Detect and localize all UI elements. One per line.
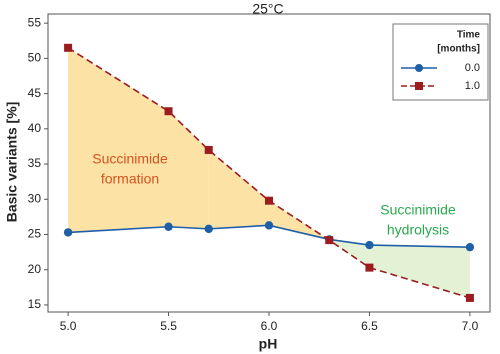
legend-item: 0.0: [401, 62, 480, 74]
y-tick-label: 25: [28, 227, 42, 241]
x-axis-label: pH: [259, 336, 278, 352]
y-tick-label: 20: [28, 262, 42, 276]
y-tick-label: 55: [28, 15, 42, 29]
fill-region: [269, 200, 328, 240]
point: [365, 240, 374, 250]
chart-title: 25°C: [252, 1, 283, 17]
point: [264, 221, 274, 230]
y-axis-label: Basic variants [%]: [4, 102, 20, 223]
x-tick-label: 6.0: [261, 319, 278, 333]
point: [465, 293, 474, 302]
legend-box: [392, 23, 489, 101]
point: [204, 145, 213, 154]
fill-region: [168, 111, 209, 229]
fill-region: [208, 149, 269, 229]
fill-region: [68, 47, 169, 233]
x-tick-label: 5.5: [160, 319, 177, 333]
y-tick-label: 30: [28, 191, 42, 205]
fill-region: [369, 245, 470, 298]
y-tick-label: 40: [28, 121, 42, 135]
x-tick-label: 6.5: [361, 319, 378, 333]
legend-marker: [415, 82, 423, 90]
y-tick-label: 50: [28, 51, 42, 65]
point: [365, 263, 374, 272]
annotation: hydrolysis: [387, 222, 449, 238]
point: [64, 43, 73, 52]
annotation: Succinimide: [92, 151, 168, 167]
x-tick-label: 5.0: [60, 319, 77, 333]
point: [465, 242, 475, 252]
y-tick-label: 15: [28, 297, 42, 311]
point: [164, 222, 173, 231]
legend-title: Time: [457, 30, 481, 41]
point: [63, 228, 73, 237]
point: [164, 107, 173, 116]
y-tick-label: 45: [28, 86, 42, 100]
point: [204, 224, 213, 234]
y-tick-label: 35: [28, 156, 42, 170]
point: [265, 196, 273, 205]
point: [325, 236, 334, 245]
annotation: formation: [101, 171, 159, 187]
x-tick-label: 7.0: [462, 319, 479, 333]
legend-label: 0.0: [465, 62, 480, 74]
legend-item: 1.0: [401, 80, 480, 92]
legend-label: 1.0: [465, 80, 480, 92]
annotation: Succinimide: [380, 202, 456, 218]
legend-title: [months]: [437, 44, 480, 55]
fill-region: [329, 239, 370, 268]
legend-marker: [415, 64, 423, 72]
